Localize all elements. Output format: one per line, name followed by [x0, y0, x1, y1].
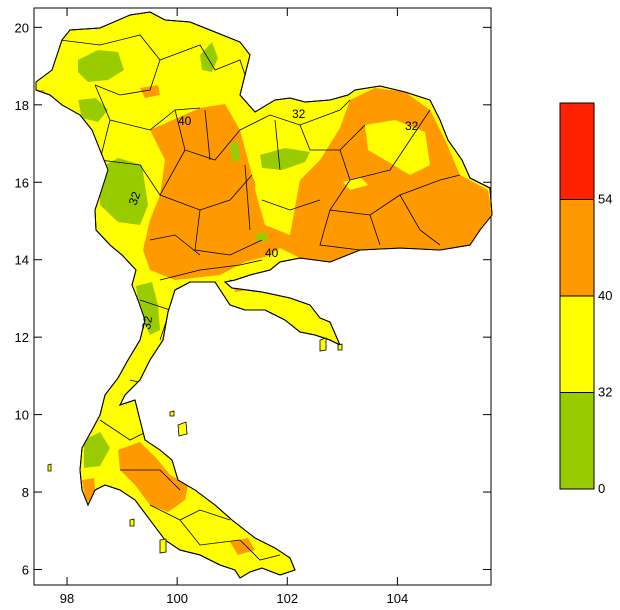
legend-band — [559, 102, 595, 200]
contour-label: 32 — [405, 119, 419, 133]
y-tick-label: 20 — [15, 20, 29, 35]
province-boundaries — [59, 34, 461, 561]
contour-labels: 32 40 32 40 32 32 — [126, 107, 419, 331]
legend-band — [559, 199, 595, 297]
x-tick-label: 98 — [60, 591, 74, 606]
green-patch-tiny — [230, 140, 240, 162]
orange-patch-south-c — [230, 538, 255, 555]
contour-fills — [36, 42, 492, 555]
legend-band — [559, 392, 595, 490]
x-tick-label: 104 — [387, 591, 409, 606]
yellow-patch-small — [343, 177, 368, 190]
coastline — [35, 11, 493, 579]
contour-label: 40 — [178, 114, 192, 128]
x-tick-label: 102 — [276, 591, 298, 606]
green-patch-west — [78, 98, 108, 122]
islands — [47, 337, 343, 554]
y-tick-label: 6 — [22, 563, 29, 578]
land-area — [35, 11, 493, 579]
green-patch-isthmus — [136, 282, 160, 335]
green-patch-south — [84, 432, 110, 468]
x-axis: 98 100 102 104 — [60, 8, 408, 606]
green-patch-north-west — [78, 50, 124, 82]
contour-label: 32 — [292, 107, 306, 121]
legend-level-label: 32 — [598, 385, 612, 400]
y-tick-label: 16 — [15, 175, 29, 190]
green-patch-north — [200, 42, 218, 72]
legend-level-label: 54 — [598, 192, 612, 207]
y-tick-label: 10 — [15, 408, 29, 423]
x-tick-label: 100 — [166, 591, 188, 606]
contour-label: 40 — [265, 246, 279, 260]
orange-patch-north — [140, 85, 160, 98]
orange-patch-south-a — [118, 442, 188, 512]
legend-colorbar: 54 40 32 0 — [559, 102, 612, 496]
legend-level-label: 40 — [598, 288, 612, 303]
green-patch-border — [100, 158, 148, 225]
y-tick-label: 12 — [15, 330, 29, 345]
y-tick-label: 18 — [15, 98, 29, 113]
y-tick-label: 8 — [22, 485, 29, 500]
y-axis: 20 18 16 14 12 10 8 6 — [15, 20, 491, 578]
legend-band — [559, 295, 595, 393]
green-patch-center — [260, 148, 310, 170]
legend-level-label: 0 — [598, 481, 605, 496]
green-patch-dot — [255, 232, 268, 242]
y-tick-label: 14 — [15, 253, 29, 268]
contour-label: 32 — [126, 189, 144, 207]
contour-label: 32 — [139, 315, 155, 331]
